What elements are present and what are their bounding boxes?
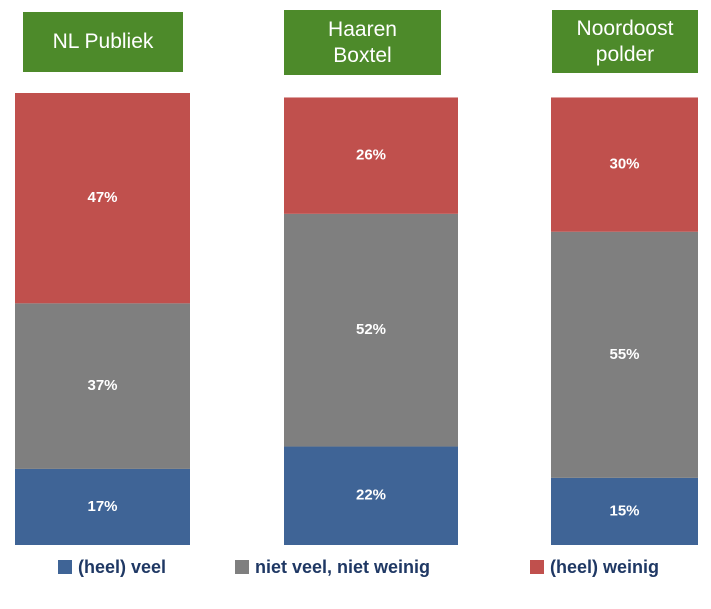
bar-segment xyxy=(284,446,458,545)
value-label: 26% xyxy=(356,147,386,164)
bar-segment xyxy=(284,97,458,214)
legend-label: (heel) weinig xyxy=(550,557,659,577)
value-label: 15% xyxy=(609,502,639,519)
bar-segment xyxy=(15,93,190,304)
legend-swatch xyxy=(530,560,544,574)
value-label: 52% xyxy=(356,321,386,338)
category-label: NL Publiek xyxy=(23,12,183,72)
value-label: 47% xyxy=(87,189,117,206)
value-label: 37% xyxy=(87,377,117,394)
legend-label: niet veel, niet weinig xyxy=(255,557,430,577)
legend-label: (heel) veel xyxy=(78,557,166,577)
value-label: 55% xyxy=(609,346,639,363)
bar-segment xyxy=(551,231,698,478)
bar-segment xyxy=(15,303,190,469)
value-label: 22% xyxy=(356,487,386,504)
bar-segment xyxy=(15,468,190,545)
value-label: 30% xyxy=(609,156,639,173)
bar-segment xyxy=(284,213,458,447)
category-label: Haaren Boxtel xyxy=(284,10,441,75)
value-label: 17% xyxy=(87,498,117,515)
bar-segment xyxy=(551,477,698,545)
legend-swatch xyxy=(235,560,249,574)
category-label: Noordoost polder xyxy=(552,10,698,73)
bar-segment xyxy=(551,97,698,232)
legend-swatch xyxy=(58,560,72,574)
